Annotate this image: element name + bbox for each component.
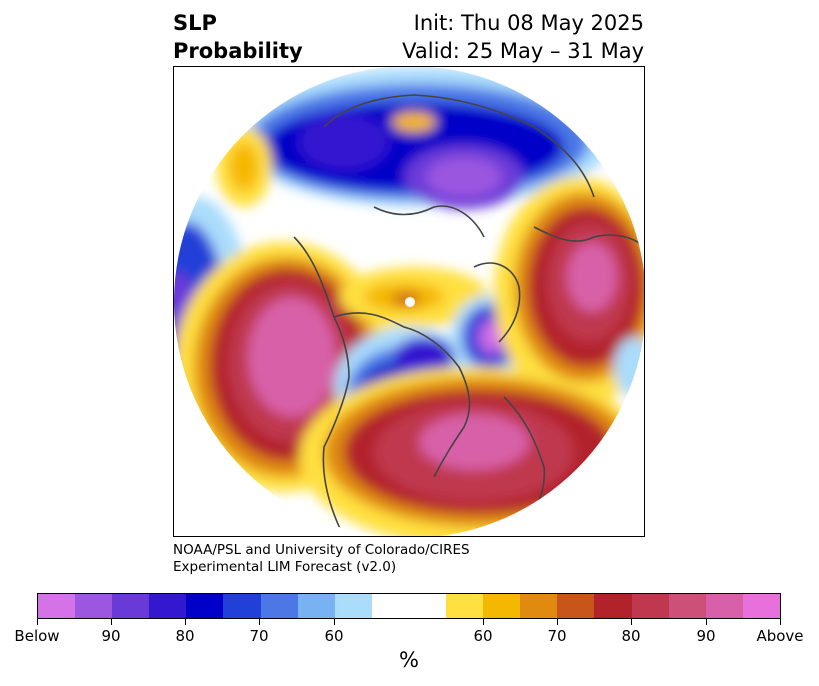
colorbar-segment: [557, 594, 595, 618]
colorbar-segment: [594, 594, 632, 618]
colorbar-tick: [780, 619, 781, 625]
colorbar-segment: [371, 594, 447, 618]
valid-date: Valid: 25 May – 31 May: [402, 39, 644, 63]
map-title: SLP Probability: [173, 9, 303, 65]
colorbar-tick-label: 70: [249, 627, 269, 645]
colorbar-tick-label: 90: [696, 627, 716, 645]
colorbar-tick-label: Below: [14, 627, 60, 645]
colorbar-tick-label: 60: [473, 627, 493, 645]
title-line-2: Probability: [173, 39, 303, 63]
colorbar-tick: [334, 619, 335, 625]
colorbar-segment: [260, 594, 298, 618]
probability-field: [174, 67, 644, 536]
colorbar-tick-label: 70: [547, 627, 567, 645]
colorbar-segment: [446, 594, 484, 618]
forecast-dates: Init: Thu 08 May 2025 Valid: 25 May – 31…: [402, 9, 644, 65]
colorbar-segment: [223, 594, 261, 618]
colorbar-tick-label: Above: [756, 627, 804, 645]
colorbar-segment: [297, 594, 335, 618]
credit-line-2: Experimental LIM Forecast (v2.0): [173, 559, 397, 575]
colorbar-tick: [111, 619, 112, 625]
colorbar-tick-label: 90: [101, 627, 121, 645]
colorbar-segment: [520, 594, 558, 618]
colorbar-tick-label: 80: [621, 627, 641, 645]
polar-map: [173, 66, 645, 537]
colorbar-tick: [631, 619, 632, 625]
title-line-1: SLP: [173, 11, 217, 35]
colorbar-tick-label: 60: [324, 627, 344, 645]
colorbar-tick: [37, 619, 38, 625]
credit-line-1: NOAA/PSL and University of Colorado/CIRE…: [173, 542, 470, 558]
colorbar-segment: [112, 594, 150, 618]
colorbar: [37, 593, 781, 619]
colorbar-tick: [557, 619, 558, 625]
colorbar-segment: [705, 594, 743, 618]
colorbar-unit: %: [399, 648, 419, 672]
credit-text: NOAA/PSL and University of Colorado/CIRE…: [173, 542, 470, 576]
colorbar-tick: [706, 619, 707, 625]
colorbar-segment: [483, 594, 521, 618]
colorbar-segment: [75, 594, 113, 618]
colorbar-segment: [186, 594, 224, 618]
colorbar-tick: [259, 619, 260, 625]
colorbar-tick-label: 80: [175, 627, 195, 645]
colorbar-segment: [742, 594, 780, 618]
colorbar-segment: [631, 594, 669, 618]
colorbar-tick: [483, 619, 484, 625]
colorbar-segment: [149, 594, 187, 618]
init-date: Init: Thu 08 May 2025: [413, 11, 644, 35]
colorbar-segment: [334, 594, 372, 618]
colorbar-tick: [185, 619, 186, 625]
colorbar-segment: [668, 594, 706, 618]
colorbar-segment: [38, 594, 76, 618]
